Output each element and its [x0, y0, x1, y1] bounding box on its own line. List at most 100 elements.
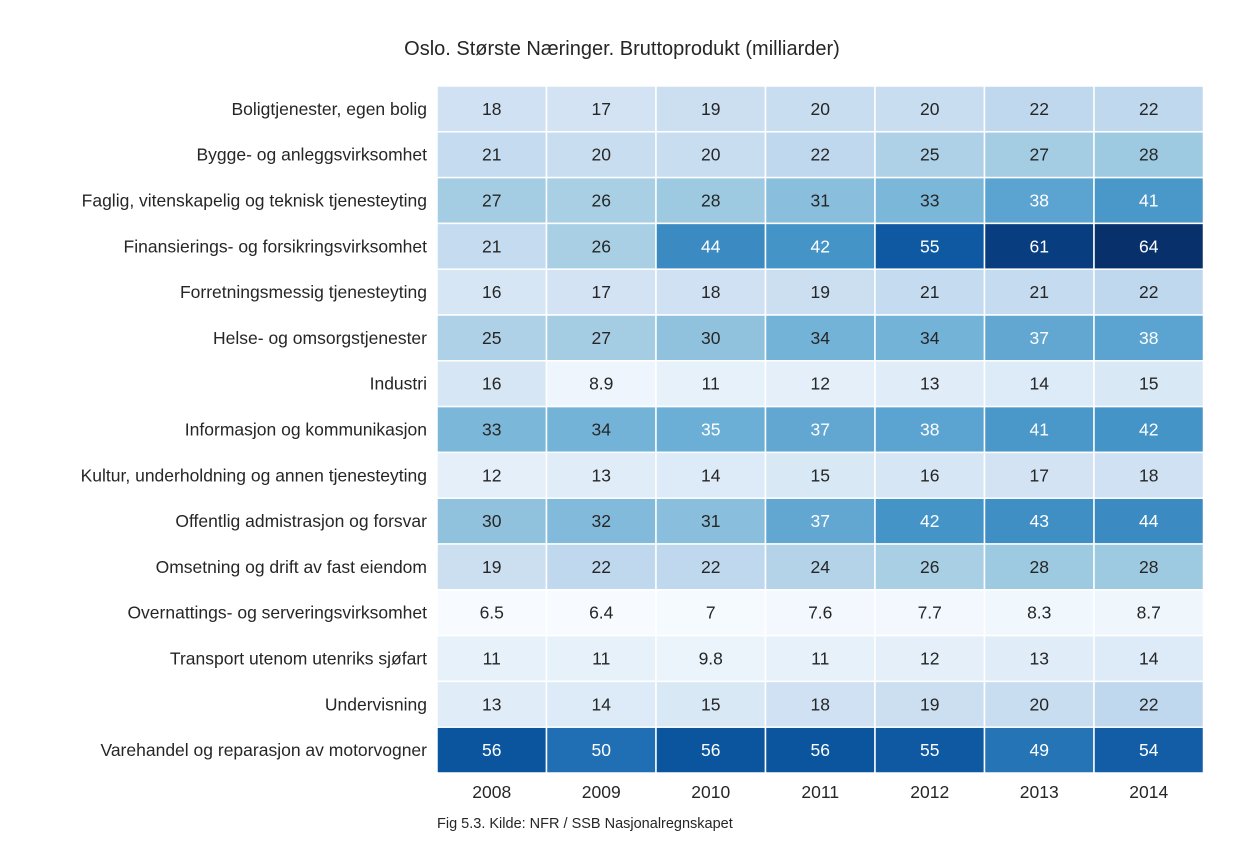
row-label: Faglig, vitenskapelig og teknisk tjenest… — [82, 191, 427, 211]
heatmap-cell — [874, 405, 986, 454]
cell-value-label: 42 — [920, 511, 939, 531]
cell-value-label: 38 — [1030, 191, 1049, 211]
heatmap-cell — [1093, 222, 1205, 270]
cell-value-label: 22 — [592, 557, 611, 577]
heatmap-cell — [655, 176, 767, 225]
cell-value-label: 17 — [592, 99, 611, 119]
row-label: Overnattings- og serveringsvirksomhet — [127, 603, 427, 623]
heatmap-cell — [764, 497, 876, 545]
row-label: Offentlig admistrasjon og forsvar — [175, 511, 427, 531]
column-label: 2013 — [1020, 782, 1059, 802]
cell-value-label: 17 — [592, 282, 611, 302]
cell-value-label: 54 — [1139, 740, 1159, 760]
cell-value-label: 12 — [811, 374, 830, 394]
heatmap-cell — [545, 589, 657, 637]
row-label: Undervisning — [325, 694, 427, 714]
cell-value-label: 27 — [482, 191, 501, 211]
heatmap-cell — [436, 634, 548, 683]
cell-value-label: 11 — [702, 374, 720, 394]
cell-value-label: 30 — [482, 511, 502, 531]
cell-value-label: 37 — [811, 420, 830, 440]
cell-value-label: 56 — [482, 740, 501, 760]
heatmap-cell — [436, 268, 548, 316]
cell-value-label: 21 — [482, 145, 501, 165]
heatmap-cell — [436, 222, 548, 270]
heatmap-cell — [1093, 589, 1205, 637]
cell-value-label: 42 — [1139, 420, 1158, 440]
cell-value-label: 13 — [592, 465, 611, 485]
heatmap-cell — [874, 634, 986, 683]
heatmap-cell — [874, 451, 986, 499]
cell-value-label: 22 — [811, 145, 830, 165]
cell-value-label: 24 — [811, 557, 831, 577]
cell-value-label: 15 — [811, 465, 830, 485]
cell-value-label: 34 — [920, 328, 940, 348]
row-label: Informasjon og kommunikasjon — [185, 420, 427, 440]
cell-value-label: 22 — [701, 557, 720, 577]
heatmap-cell — [983, 497, 1095, 545]
heatmap-cell — [545, 314, 657, 362]
heatmap-cell — [545, 726, 657, 774]
heatmap-cell — [1093, 680, 1205, 728]
cell-value-label: 25 — [920, 145, 939, 165]
cell-value-label: 20 — [811, 99, 831, 119]
cell-value-label: 26 — [592, 191, 611, 211]
cell-value-label: 16 — [482, 374, 501, 394]
heatmap-cell — [655, 543, 767, 591]
column-label: 2014 — [1129, 782, 1168, 802]
cell-value-label: 33 — [920, 191, 939, 211]
heatmap-cell — [983, 543, 1095, 591]
heatmap-cell — [874, 589, 986, 637]
heatmap-cell — [655, 268, 767, 316]
cell-value-label: 14 — [1030, 374, 1050, 394]
heatmap-cell — [874, 680, 986, 728]
heatmap-cell — [436, 726, 548, 774]
cell-value-label: 38 — [1139, 328, 1158, 348]
heatmap-cell — [764, 634, 876, 683]
cell-value-label: 38 — [920, 420, 939, 440]
chart-title: Oslo. Største Næringer. Bruttoprodukt (m… — [404, 38, 840, 60]
cell-value-label: 13 — [920, 374, 939, 394]
heatmap-cell — [874, 360, 986, 408]
heatmap-cell — [983, 726, 1095, 774]
cell-value-label: 19 — [701, 99, 720, 119]
cell-value-label: 35 — [701, 420, 720, 440]
heatmap-cell — [436, 85, 548, 133]
heatmap-cell — [983, 680, 1095, 728]
cell-value-label: 50 — [592, 740, 612, 760]
row-labels: Boligtjenester, egen bolig Bygge- og anle… — [81, 99, 428, 760]
cell-value-label: 44 — [701, 236, 721, 256]
heatmap-cell — [1093, 314, 1205, 362]
heatmap-cell — [874, 543, 986, 591]
cell-value-label: 28 — [1139, 145, 1158, 165]
cell-value-label: 21 — [482, 236, 501, 256]
cell-value-label: 14 — [1139, 649, 1159, 669]
column-label: 2009 — [582, 782, 621, 802]
cell-value-label: 22 — [1139, 99, 1158, 119]
cell-value-label: 17 — [1030, 465, 1049, 485]
cell-value-label: 27 — [592, 328, 611, 348]
cell-value-label: 42 — [811, 236, 830, 256]
heatmap-cell — [764, 176, 876, 225]
heatmap-cell — [874, 726, 986, 774]
cell-value-label: 30 — [701, 328, 721, 348]
row-label: Transport utenom utenriks sjøfart — [170, 649, 427, 669]
cell-value-label: 25 — [482, 328, 501, 348]
cell-value-label: 41 — [1030, 420, 1049, 440]
heatmap-cell — [983, 222, 1095, 270]
heatmap-cell — [764, 314, 876, 362]
heatmap-cell — [1093, 405, 1205, 454]
cell-value-label: 11 — [592, 649, 610, 669]
cell-value-label: 15 — [1139, 374, 1158, 394]
heatmap-cell — [983, 589, 1095, 637]
column-label: 2012 — [910, 782, 949, 802]
heatmap-cell — [1093, 360, 1205, 408]
cell-value-label: 56 — [811, 740, 830, 760]
heatmap-cell — [1093, 497, 1205, 545]
cell-value-label: 22 — [1139, 694, 1158, 714]
heatmap-cell — [983, 405, 1095, 454]
heatmap-cell — [874, 176, 986, 225]
heatmap-cell — [655, 360, 767, 408]
heatmap-cell — [1093, 176, 1205, 225]
cell-value-label: 14 — [701, 465, 721, 485]
